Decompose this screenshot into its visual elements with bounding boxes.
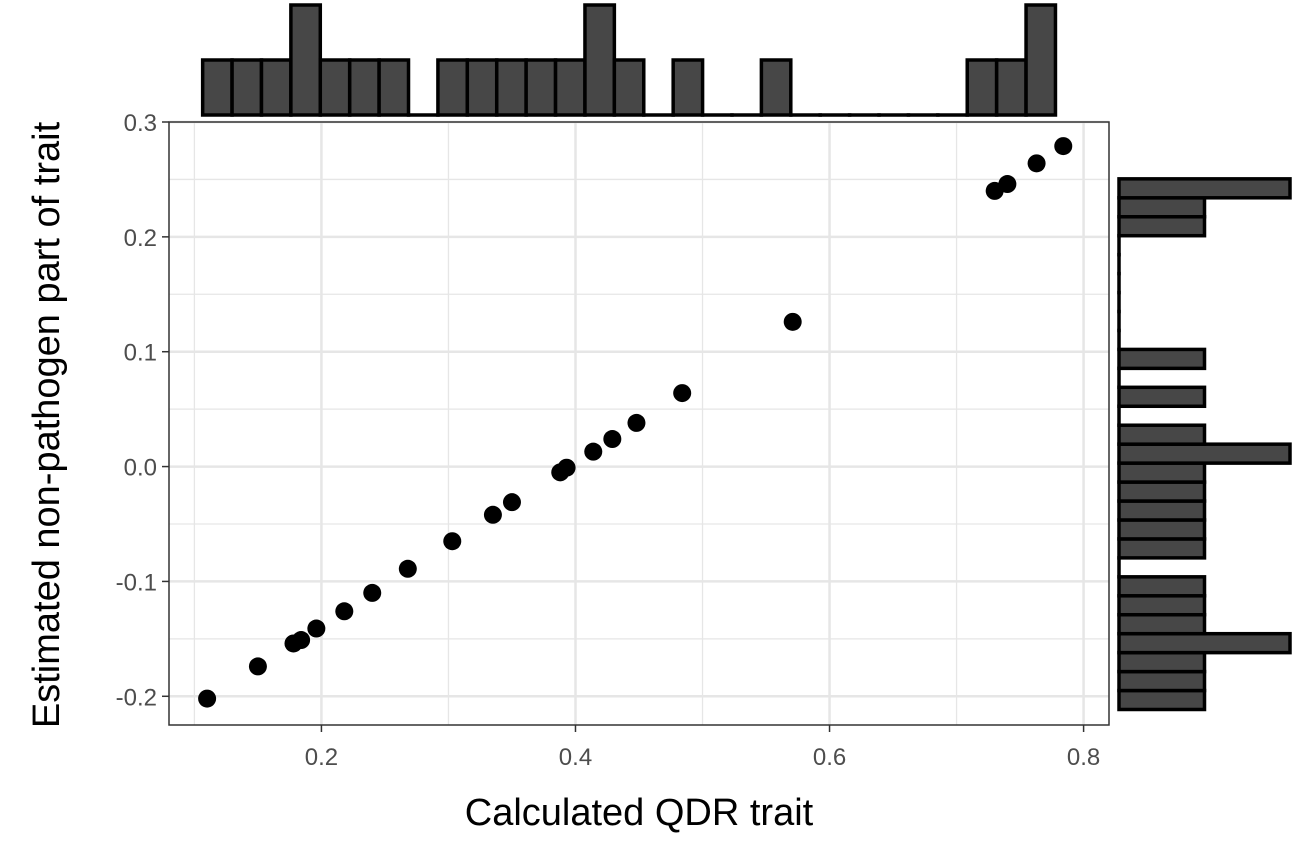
histogram-bar xyxy=(1117,215,1207,238)
histogram-bar xyxy=(465,58,499,117)
histogram-bar xyxy=(1117,688,1207,712)
histogram-bar xyxy=(1117,177,1292,200)
panel-border xyxy=(168,121,1110,726)
histogram-bar xyxy=(965,58,999,117)
x-tick-label: 0.2 xyxy=(305,744,338,771)
data-point xyxy=(483,505,502,524)
histogram-bar xyxy=(1117,480,1207,503)
histogram-bar xyxy=(553,58,587,117)
histogram-bar xyxy=(289,3,323,117)
grid-layer xyxy=(169,120,1109,725)
data-point xyxy=(1027,154,1046,173)
histogram-bar xyxy=(1117,518,1207,541)
data-point xyxy=(557,458,576,477)
histogram-bar xyxy=(524,58,558,117)
histogram-bar xyxy=(436,58,470,117)
data-point xyxy=(443,532,462,551)
data-point xyxy=(292,631,311,650)
histogram-bar xyxy=(612,58,646,117)
y-tick-label: 0.2 xyxy=(124,225,157,252)
histogram-bar xyxy=(1117,575,1207,598)
data-point xyxy=(998,175,1017,194)
data-point xyxy=(1054,137,1073,156)
histogram-bar xyxy=(583,3,617,117)
data-point xyxy=(335,602,354,621)
histogram-bar xyxy=(1117,537,1207,560)
histogram-bar xyxy=(259,58,293,117)
y-axis: 0.3 0.2 0.1 0.0 -0.1 -0.2 xyxy=(116,110,169,711)
data-point xyxy=(627,413,646,432)
data-point xyxy=(783,312,802,331)
histogram-bar xyxy=(230,58,264,117)
x-tick-label: 0.6 xyxy=(813,744,846,771)
points-layer xyxy=(198,137,1073,708)
histogram-bar xyxy=(1117,612,1207,636)
data-point xyxy=(307,619,326,638)
y-tick-label: 0.1 xyxy=(124,340,157,367)
data-point xyxy=(502,493,521,512)
y-tick-label: 0.0 xyxy=(124,455,157,482)
histogram-bar xyxy=(1117,423,1207,446)
histogram-bar xyxy=(1117,669,1207,693)
histogram-bar xyxy=(347,58,381,117)
x-tick-label: 0.8 xyxy=(1067,744,1100,771)
histogram-bar xyxy=(1117,385,1207,409)
histogram-bar xyxy=(671,58,705,117)
histogram-bar xyxy=(1024,3,1058,117)
histogram-bar xyxy=(377,58,411,117)
data-point xyxy=(248,657,267,676)
data-point xyxy=(584,442,603,461)
histogram-bar xyxy=(1117,461,1207,484)
right-marginal-histogram xyxy=(1117,177,1292,712)
top-marginal-histogram xyxy=(200,3,1058,117)
histogram-bar xyxy=(1117,631,1292,655)
y-tick-label: -0.2 xyxy=(116,684,157,711)
y-tick-label: -0.1 xyxy=(116,569,157,596)
y-axis-title: Estimated non-pathogen part of trait xyxy=(26,121,68,728)
data-point xyxy=(198,689,217,708)
histogram-bar xyxy=(994,58,1028,117)
histogram-bar xyxy=(1117,594,1207,617)
histogram-bar xyxy=(318,58,352,117)
histogram-bar xyxy=(1117,347,1207,371)
data-point xyxy=(603,430,622,449)
histogram-bar xyxy=(1117,499,1207,522)
histogram-bar xyxy=(1117,442,1292,465)
histogram-bar xyxy=(759,58,793,117)
x-axis-title: Calculated QDR trait xyxy=(465,792,814,834)
histogram-bar xyxy=(1117,650,1207,674)
histogram-bar xyxy=(200,58,234,117)
data-point xyxy=(398,559,417,578)
x-tick-label: 0.4 xyxy=(559,744,592,771)
x-axis: 0.2 0.4 0.6 0.8 xyxy=(305,725,1100,771)
y-tick-label: 0.3 xyxy=(124,110,157,137)
histogram-bar xyxy=(494,58,528,117)
data-point xyxy=(673,384,692,403)
histogram-bar xyxy=(1117,196,1207,219)
data-point xyxy=(363,583,382,602)
